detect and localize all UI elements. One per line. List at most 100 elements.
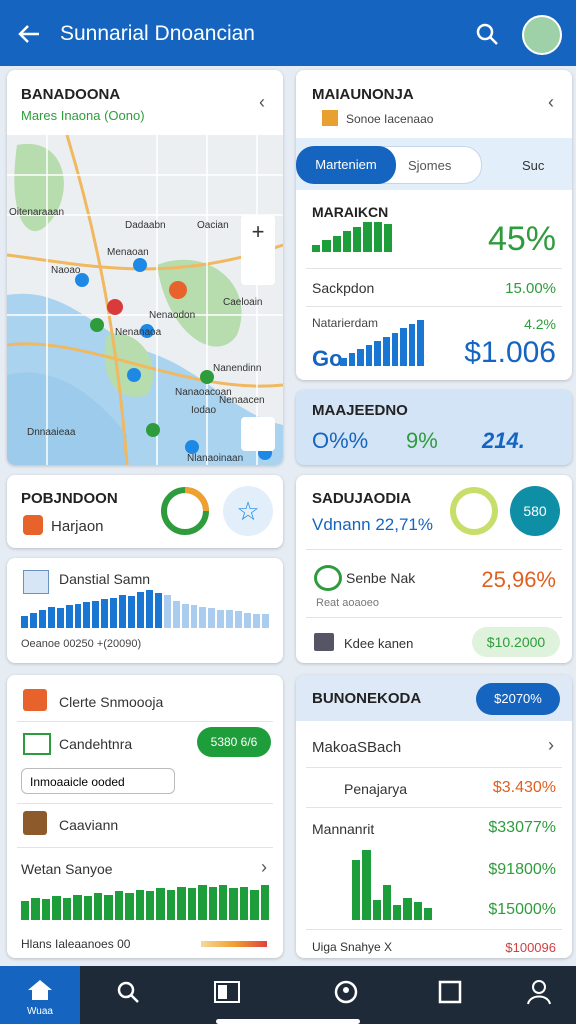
chevron[interactable]: › [548, 735, 554, 755]
bar [156, 888, 165, 920]
metric-label: Natarierdam [312, 316, 379, 330]
bar [363, 222, 372, 252]
bar [145, 590, 153, 628]
row-label: Penajarya [344, 781, 408, 797]
bar [154, 593, 162, 628]
bar [229, 888, 238, 920]
row-value: $91800% [488, 861, 556, 878]
badge[interactable]: $2070% [476, 683, 560, 715]
bar [332, 235, 341, 252]
tab[interactable]: Suc [522, 158, 545, 173]
bar [400, 328, 407, 366]
map-label: Dadaabn [125, 220, 166, 231]
bar [187, 888, 197, 920]
row-label[interactable]: MakoaSBach [312, 739, 402, 756]
bar [181, 603, 189, 628]
metric-label: MARAIKCN [312, 204, 389, 220]
ring [450, 487, 498, 535]
row-value: $33077% [488, 819, 556, 836]
bar [322, 240, 331, 252]
row-label: Mannanrit [312, 821, 375, 837]
bar [29, 612, 37, 628]
chevron[interactable]: › [261, 857, 267, 877]
bar [62, 897, 72, 920]
bar-chart [21, 590, 269, 628]
bar-chart [312, 222, 392, 252]
map-label: Oitenaraaan [9, 207, 65, 218]
zoom-controls[interactable] [241, 215, 275, 285]
bar-chart [352, 850, 432, 920]
chevron[interactable]: ‹ [259, 92, 265, 112]
action-button[interactable]: 5380 6/6 [197, 727, 271, 757]
bar [128, 596, 135, 628]
poi-name: Harjaon [51, 518, 104, 535]
bar [190, 605, 198, 628]
list-item[interactable]: Candehtnra [59, 736, 133, 752]
app-title: Sunnarial Dnoancian [60, 22, 255, 45]
nav-home[interactable]: Wuaa [0, 966, 80, 1024]
bar [136, 591, 144, 628]
bar [177, 886, 186, 920]
gradient-bar [201, 941, 267, 947]
back-button[interactable] [18, 24, 40, 44]
kpi: 9% [406, 428, 438, 453]
bar [198, 885, 207, 920]
list-item[interactable]: Caaviann [59, 817, 119, 833]
nav-tabs[interactable] [438, 980, 462, 1004]
tab[interactable]: Sjomes [408, 158, 452, 173]
list-item[interactable]: Wetan Sanyoe [21, 861, 113, 877]
bar [362, 850, 371, 920]
bar [408, 324, 416, 366]
metric-value: 45% [487, 220, 556, 258]
card-title: BANADOONA [21, 86, 121, 103]
metric-label: Sackpdon [312, 280, 375, 296]
locate-button[interactable] [241, 417, 275, 451]
map-label: Dnnaaieaa [27, 427, 76, 438]
nav-label: Wuaa [27, 1006, 53, 1017]
nav-map[interactable] [333, 979, 359, 1005]
card-title: Danstial Samn [59, 571, 151, 587]
bar [83, 602, 91, 628]
card-subtitle: Vdnann 22,71% [312, 515, 433, 534]
map-label: Nenaacen [219, 395, 265, 406]
map-card: BANADOONA Mares Inaona (Oono) ‹ + Oitena… [7, 70, 283, 465]
bar-chart [340, 320, 424, 366]
bar [65, 605, 73, 628]
bar [261, 614, 269, 628]
bar [104, 894, 113, 920]
bottom-nav: Wuaa [0, 966, 576, 1024]
bar [38, 609, 46, 628]
avatar[interactable] [522, 15, 562, 55]
bar [239, 886, 249, 920]
nav-search[interactable] [116, 980, 140, 1004]
nav-media[interactable] [214, 980, 240, 1004]
amount-chip[interactable]: $10.2000 [472, 627, 560, 657]
bar [348, 353, 356, 366]
poi-card: POBJNDOON Harjaon ☆ [7, 475, 283, 548]
favorite-button[interactable]: ☆ [223, 486, 273, 536]
map[interactable]: + [7, 135, 283, 465]
map-label: Nenanaoa [115, 327, 162, 338]
bar [353, 226, 362, 252]
tab[interactable]: Marteniem [296, 146, 396, 184]
map-label: Naoao [51, 265, 81, 276]
bar [114, 891, 124, 920]
map-label: Oacian [197, 220, 229, 231]
search-button[interactable] [476, 23, 498, 45]
card-subtitle: Sonoe Iacenaao [346, 112, 434, 126]
bar [219, 885, 228, 920]
text-input[interactable]: Inmoaaicle ooded [21, 768, 175, 794]
bar [403, 898, 412, 920]
row-note: Reat aoaoeo [316, 597, 379, 609]
bar [417, 320, 424, 366]
bar [146, 891, 155, 920]
bar-chart [21, 885, 270, 920]
icon [23, 689, 47, 711]
bar [217, 609, 225, 628]
bar [373, 222, 382, 252]
nav-profile[interactable] [526, 978, 552, 1006]
metric-label: Go [312, 346, 343, 371]
bar [208, 886, 218, 920]
chevron[interactable]: ‹ [548, 92, 554, 112]
